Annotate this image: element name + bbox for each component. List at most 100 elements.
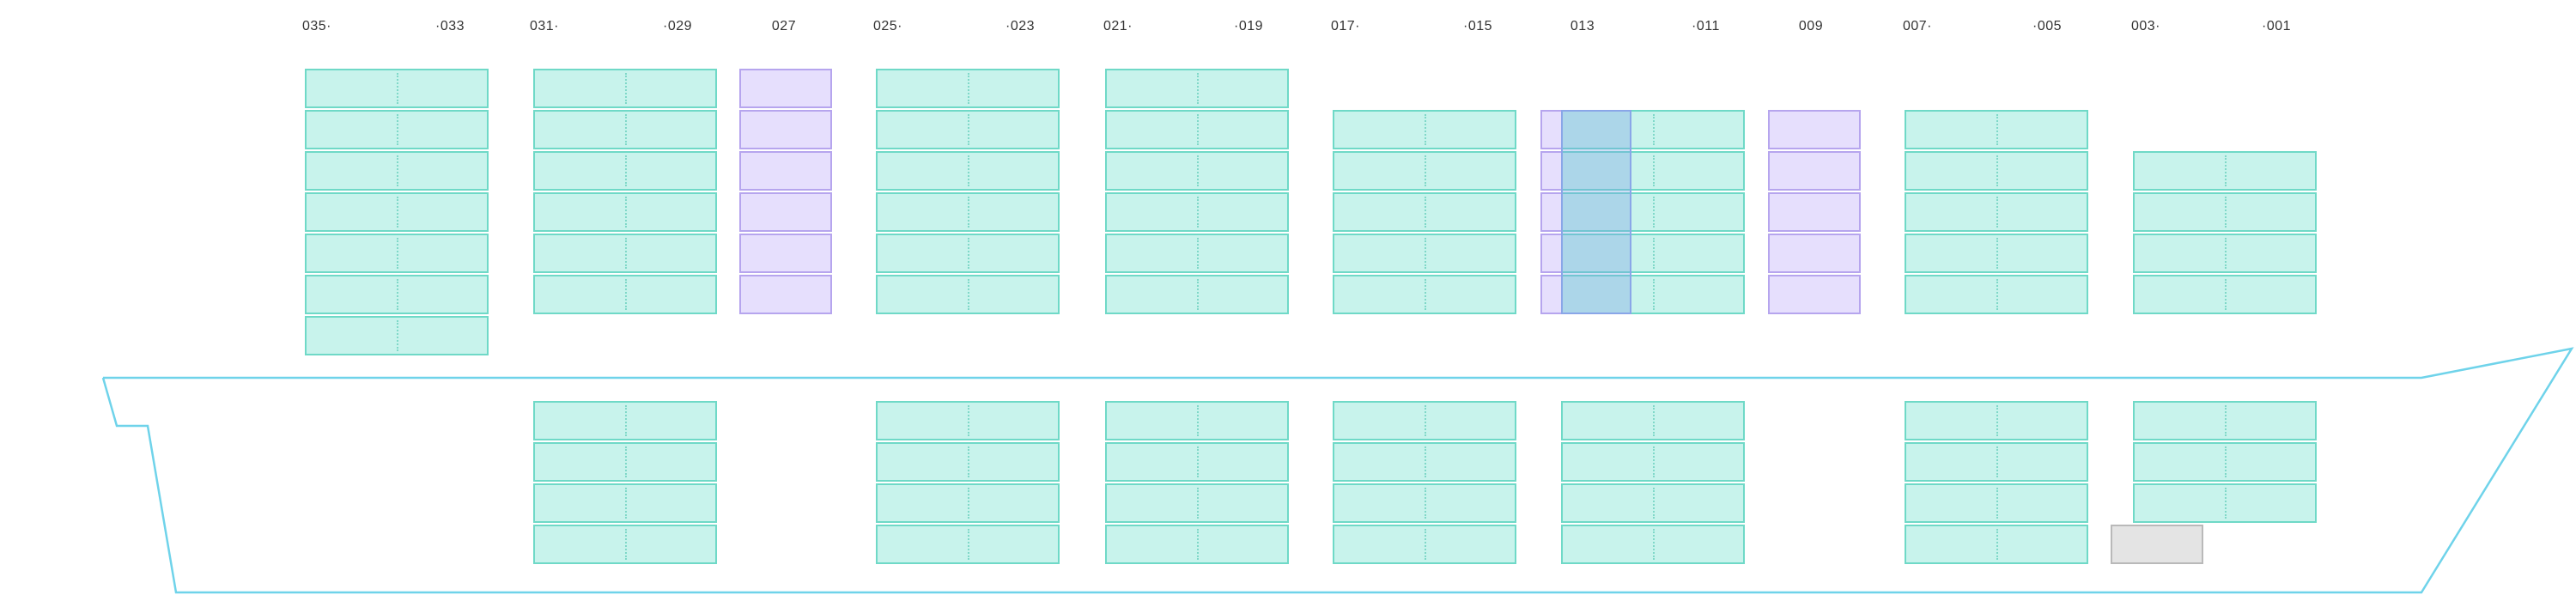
deck-container-slot[interactable] (739, 69, 832, 108)
bay-label[interactable]: 031· (529, 19, 559, 33)
bay-label[interactable]: 003· (2130, 19, 2160, 33)
deck-container-slot[interactable] (739, 110, 832, 149)
deck-container-slot[interactable] (876, 69, 1060, 108)
deck-container-slot[interactable] (1561, 234, 1745, 273)
bay-label[interactable]: 035· (301, 19, 331, 33)
hold-container-slot[interactable] (533, 401, 717, 440)
deck-container-slot[interactable] (1333, 234, 1516, 273)
hold-container-slot[interactable] (1105, 401, 1289, 440)
deck-container-slot[interactable] (1768, 234, 1861, 273)
deck-container-slot[interactable] (305, 192, 489, 232)
deck-container-slot[interactable] (1768, 192, 1861, 232)
bay-label[interactable]: 017· (1330, 19, 1360, 33)
deck-container-slot[interactable] (2133, 234, 2317, 273)
hold-container-slot[interactable] (1905, 483, 2088, 523)
hold-container-slot[interactable] (1333, 483, 1516, 523)
hold-container-slot[interactable] (1105, 442, 1289, 482)
deck-container-slot[interactable] (876, 192, 1060, 232)
deck-container-slot[interactable] (876, 151, 1060, 191)
deck-container-slot[interactable] (1105, 110, 1289, 149)
hold-container-slot[interactable] (1105, 525, 1289, 564)
deck-container-slot[interactable] (1905, 151, 2088, 191)
hold-container-slot[interactable] (1561, 442, 1745, 482)
hold-container-slot[interactable] (2133, 483, 2317, 523)
deck-container-slot[interactable] (876, 234, 1060, 273)
bay-label[interactable]: ·015 (1463, 19, 1493, 33)
deck-container-slot[interactable] (2133, 151, 2317, 191)
deck-container-slot[interactable] (533, 151, 717, 191)
deck-container-slot[interactable] (1561, 275, 1745, 314)
deck-container-slot[interactable] (1561, 110, 1745, 149)
hold-container-slot[interactable] (1333, 525, 1516, 564)
bay-label[interactable]: 025· (872, 19, 902, 33)
deck-container-slot[interactable] (1905, 275, 2088, 314)
deck-container-slot[interactable] (1333, 275, 1516, 314)
deck-container-slot[interactable] (1561, 192, 1745, 232)
deck-container-slot[interactable] (305, 110, 489, 149)
bay-label[interactable]: ·001 (2262, 19, 2292, 33)
deck-container-slot[interactable] (533, 275, 717, 314)
hold-container-slot[interactable] (1561, 525, 1745, 564)
deck-container-slot[interactable] (2133, 192, 2317, 232)
deck-container-slot[interactable] (1768, 110, 1861, 149)
deck-container-slot[interactable] (1768, 151, 1861, 191)
deck-container-slot[interactable] (2133, 275, 2317, 314)
hold-container-slot[interactable] (533, 483, 717, 523)
deck-container-slot[interactable] (876, 110, 1060, 149)
hold-container-slot[interactable] (2133, 442, 2317, 482)
deck-container-slot[interactable] (1333, 192, 1516, 232)
hold-container-slot[interactable] (1105, 483, 1289, 523)
bay-label[interactable]: 013 (1570, 19, 1595, 33)
deck-container-slot[interactable] (739, 192, 832, 232)
deck-container-slot[interactable] (305, 69, 489, 108)
deck-container-slot[interactable] (533, 110, 717, 149)
deck-container-slot[interactable] (1333, 151, 1516, 191)
deck-container-slot[interactable] (533, 69, 717, 108)
selected-bay-highlight[interactable] (1561, 110, 1631, 314)
deck-container-slot[interactable] (1905, 192, 2088, 232)
deck-container-slot[interactable] (533, 192, 717, 232)
deck-container-slot[interactable] (305, 275, 489, 314)
hold-container-slot[interactable] (876, 483, 1060, 523)
deck-container-slot[interactable] (1105, 234, 1289, 273)
deck-container-slot[interactable] (1105, 192, 1289, 232)
bay-label[interactable]: 027 (771, 19, 797, 33)
hold-container-slot[interactable] (1905, 442, 2088, 482)
hold-container-slot[interactable] (2133, 401, 2317, 440)
hold-container-slot[interactable] (1561, 401, 1745, 440)
deck-container-slot[interactable] (1333, 110, 1516, 149)
hold-container-slot[interactable] (533, 442, 717, 482)
deck-container-slot[interactable] (739, 275, 832, 314)
bay-label[interactable]: ·011 (1692, 19, 1720, 33)
deck-container-slot[interactable] (1905, 234, 2088, 273)
bay-label[interactable]: ·005 (2032, 19, 2063, 33)
bay-label[interactable]: ·033 (435, 19, 465, 33)
hold-container-slot[interactable] (533, 525, 717, 564)
deck-container-slot[interactable] (876, 275, 1060, 314)
bay-label[interactable]: ·029 (663, 19, 693, 33)
deck-container-slot[interactable] (739, 234, 832, 273)
deck-container-slot[interactable] (1768, 275, 1861, 314)
hold-container-slot[interactable] (1333, 401, 1516, 440)
deck-container-slot[interactable] (1105, 151, 1289, 191)
deck-container-slot[interactable] (739, 151, 832, 191)
deck-container-slot[interactable] (1105, 69, 1289, 108)
bay-label[interactable]: ·023 (1005, 19, 1036, 33)
deck-container-slot[interactable] (305, 234, 489, 273)
deck-container-slot[interactable] (305, 316, 489, 355)
deck-container-slot[interactable] (1905, 110, 2088, 149)
bay-label[interactable]: ·019 (1234, 19, 1264, 33)
bay-label[interactable]: 009 (1798, 19, 1824, 33)
hold-container-slot[interactable] (1905, 401, 2088, 440)
bay-label[interactable]: 021· (1103, 19, 1133, 33)
hold-container-slot[interactable] (1561, 483, 1745, 523)
hold-container-slot[interactable] (1333, 442, 1516, 482)
deck-container-slot[interactable] (533, 234, 717, 273)
deck-container-slot[interactable] (305, 151, 489, 191)
deck-container-slot[interactable] (1105, 275, 1289, 314)
deck-container-slot[interactable] (1561, 151, 1745, 191)
hold-container-slot[interactable] (876, 525, 1060, 564)
hold-container-slot[interactable] (876, 442, 1060, 482)
hold-container-slot[interactable] (1905, 525, 2088, 564)
hold-container-slot[interactable] (876, 401, 1060, 440)
